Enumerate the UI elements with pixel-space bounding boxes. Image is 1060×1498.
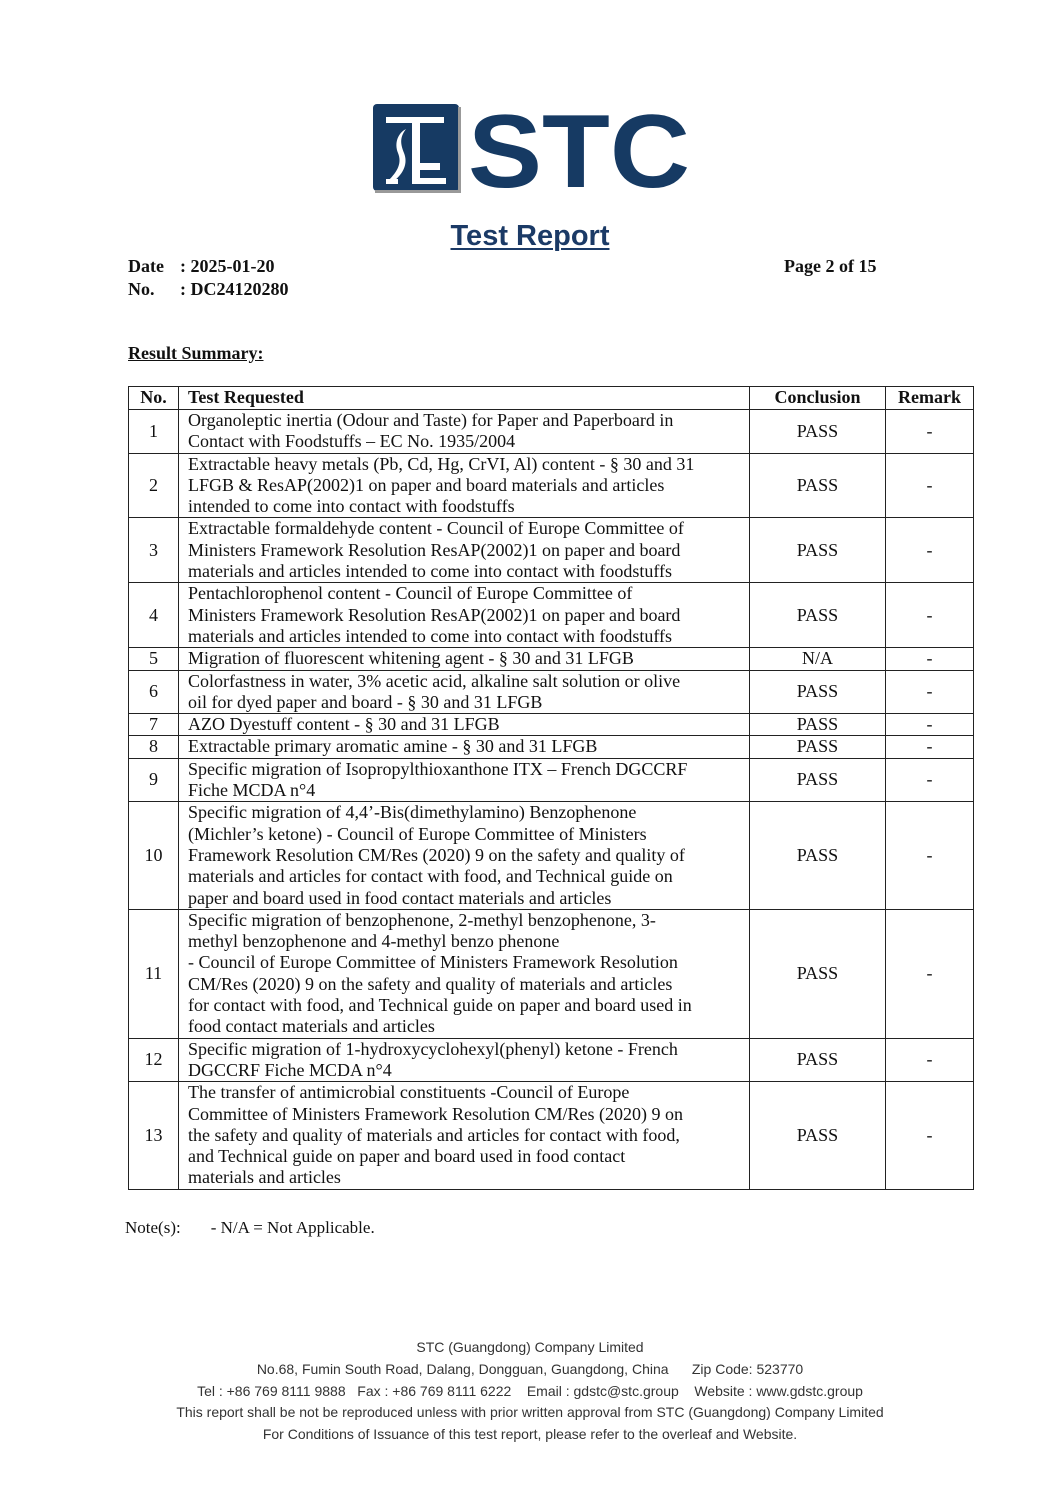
conclusion: PASS	[749, 582, 886, 649]
table-row: 5 Migration of fluorescent whitening agen…	[128, 647, 974, 671]
table-row: 9 Specific migration of Isopropylthioxant…	[128, 757, 974, 803]
table-row: 7 AZO Dyestuff content - § 30 and 31 LFGB…	[128, 713, 974, 737]
conclusion: PASS	[749, 908, 886, 1039]
table-row: 2 Extractable heavy metals (Pb, Cd, Hg, C…	[128, 452, 974, 519]
row-number: 4	[128, 582, 179, 649]
row-number: 11	[128, 908, 179, 1039]
notes-text: - N/A = Not Applicable.	[210, 1218, 375, 1237]
footer-contact: Tel : +86 769 8111 9888 Fax : +86 769 81…	[197, 1382, 863, 1399]
footer-company: STC (Guangdong) Company Limited	[416, 1339, 644, 1355]
table-row: 4 Pentachlorophenol content - Council of …	[128, 582, 974, 649]
notes: Note(s): - N/A = Not Applicable.	[125, 1218, 375, 1238]
table-header-row: No. Test Requested Conclusion Remark	[128, 386, 974, 410]
row-number: 6	[128, 669, 179, 715]
remark: -	[885, 1037, 974, 1083]
conclusion: PASS	[749, 669, 886, 715]
conclusion: PASS	[749, 713, 886, 737]
footer-conditions: For Conditions of Issuance of this test …	[262, 1426, 798, 1443]
header-conclusion: Conclusion	[749, 386, 886, 410]
footer-disclaimer: This report shall be not be reproduced u…	[176, 1404, 884, 1421]
test-requested: Specific migration of benzophenone, 2-me…	[178, 908, 750, 1039]
table-row: 6 Colorfastness in water, 3% acetic acid,…	[128, 669, 974, 715]
table-row: 1 Organoleptic inertia (Odour and Taste) …	[128, 409, 974, 454]
remark: -	[885, 735, 974, 759]
conclusion: PASS	[749, 1081, 886, 1190]
row-number: 8	[128, 735, 179, 759]
row-number: 9	[128, 757, 179, 803]
table-row: 12 Specific migration of 1-hydroxycyclohe…	[128, 1037, 974, 1083]
conclusion: PASS	[749, 409, 886, 454]
remark: -	[885, 908, 974, 1039]
row-number: 12	[128, 1037, 179, 1083]
test-requested: Extractable heavy metals (Pb, Cd, Hg, Cr…	[178, 452, 750, 519]
conclusion: PASS	[749, 757, 886, 803]
test-requested: Migration of fluorescent whitening agent…	[178, 647, 750, 671]
test-requested: Colorfastness in water, 3% acetic acid, …	[178, 669, 750, 715]
row-number: 7	[128, 713, 179, 737]
table-row: 10 Specific migration of 4,4’-Bis(dimethy…	[128, 801, 974, 910]
test-requested: Specific migration of 1-hydroxycyclohexy…	[178, 1037, 750, 1083]
remark: -	[885, 1081, 974, 1190]
test-requested: Specific migration of Isopropylthioxanth…	[178, 757, 750, 803]
page-title: Test Report	[450, 220, 610, 252]
test-requested: Organoleptic inertia (Odour and Taste) f…	[178, 409, 750, 454]
table-row: 11 Specific migration of benzophenone, 2-…	[128, 908, 974, 1039]
row-number: 13	[128, 1081, 179, 1190]
remark: -	[885, 582, 974, 649]
table-row: 13 The transfer of antimicrobial constitu…	[128, 1081, 974, 1190]
conclusion: PASS	[749, 452, 886, 519]
conclusion: PASS	[749, 735, 886, 759]
test-requested: AZO Dyestuff content - § 30 and 31 LFGB	[178, 713, 750, 737]
row-number: 3	[128, 517, 179, 584]
test-requested: Specific migration of 4,4’-Bis(dimethyla…	[178, 801, 750, 910]
test-requested: The transfer of antimicrobial constituen…	[178, 1081, 750, 1190]
remark: -	[885, 452, 974, 519]
result-summary-heading: Result Summary:	[128, 343, 264, 363]
page-number: Page 2 of 15	[784, 256, 877, 276]
conclusion: PASS	[749, 801, 886, 910]
test-requested: Extractable primary aromatic amine - § 3…	[178, 735, 750, 759]
report-date: Date: 2025-01-20	[128, 256, 275, 276]
remark: -	[885, 801, 974, 910]
conclusion: PASS	[749, 517, 886, 584]
table-row: 3 Extractable formaldehyde content - Coun…	[128, 517, 974, 584]
test-requested: Pentachlorophenol content - Council of E…	[178, 582, 750, 649]
row-number: 5	[128, 647, 179, 671]
stc-logo: STC	[373, 103, 690, 193]
row-number: 10	[128, 801, 179, 910]
row-number: 2	[128, 452, 179, 519]
remark: -	[885, 517, 974, 584]
remark: -	[885, 713, 974, 737]
footer: STC (Guangdong) Company Limited No.68, F…	[0, 1337, 1060, 1446]
header-remark: Remark	[885, 386, 974, 410]
remark: -	[885, 757, 974, 803]
result-summary-table: No. Test Requested Conclusion Remark 1 Or…	[128, 386, 974, 1190]
remark: -	[885, 409, 974, 454]
notes-label: Note(s):	[125, 1218, 181, 1237]
svg-text:STC: STC	[468, 103, 690, 193]
row-number: 1	[128, 409, 179, 454]
conclusion: PASS	[749, 1037, 886, 1083]
header-test-requested: Test Requested	[178, 386, 750, 410]
remark: -	[885, 669, 974, 715]
remark: -	[885, 647, 974, 671]
conclusion: N/A	[749, 647, 886, 671]
test-requested: Extractable formaldehyde content - Counc…	[178, 517, 750, 584]
report-number: No.: DC24120280	[128, 279, 289, 299]
footer-address: No.68, Fumin South Road, Dalang, Donggua…	[256, 1360, 804, 1377]
header-no: No.	[128, 386, 179, 410]
table-row: 8 Extractable primary aromatic amine - § …	[128, 735, 974, 759]
